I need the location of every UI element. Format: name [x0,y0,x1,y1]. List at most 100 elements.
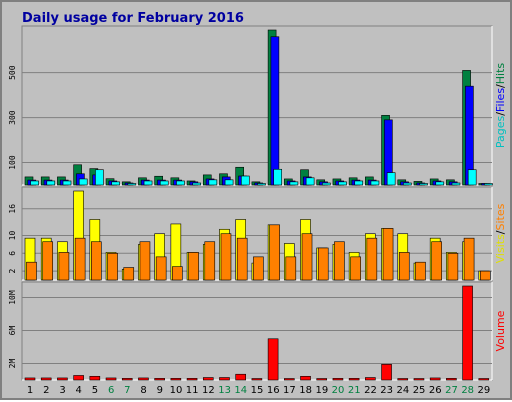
side-label-bottom: Volume [494,310,507,351]
day-label-4: 4 [76,385,82,396]
bar-volume-day-4 [73,375,84,381]
bar-sites-day-16 [269,224,280,281]
y-tick-label: 10 [8,231,17,241]
bar-pages-day-27 [451,182,461,186]
bar-sites-day-28 [463,237,475,281]
bar-sites-day-21 [350,256,361,281]
bar-sites-day-12 [204,241,216,281]
bar-volume-day-2 [40,377,52,381]
bar-pages-day-24 [403,182,412,186]
day-label-29: 29 [478,385,491,396]
bar-volume-day-6 [105,377,117,381]
bar-volume-day-9 [154,378,165,381]
bar-pages-day-28 [467,169,477,186]
y-tick-label: 2 [8,269,17,274]
day-label-17: 17 [283,385,296,396]
bar-sites-day-23 [382,228,394,281]
bar-pages-day-22 [370,180,380,186]
panel-volume: 2M 6M 10M [8,281,493,381]
day-label-7: 7 [124,385,130,396]
day-label-21: 21 [348,385,361,396]
bar-sites-day-7 [123,267,135,281]
bar-pages-day-26 [435,181,445,186]
bar-sites-day-5 [91,241,102,281]
bar-pages-day-14 [240,175,250,186]
chart-panels: 100 300 500 2 6 10 16 2M 6M 10M [8,25,493,381]
y-tick-label: 6M [8,326,17,336]
day-label-20: 20 [332,385,345,396]
day-label-26: 26 [429,385,442,396]
bar-pages-day-9 [159,180,169,186]
side-label-part: / [494,84,507,88]
bar-pages-day-3 [62,180,72,186]
bar-volume-day-24 [397,378,409,381]
day-label-22: 22 [364,385,377,396]
bar-sites-day-17 [285,256,297,281]
side-label-part: / [494,112,507,116]
day-label-11: 11 [186,385,199,396]
side-label-part: Visits [494,234,507,263]
bar-volume-day-5 [89,375,101,381]
bar-volume-day-3 [57,377,68,381]
bar-volume-day-12 [202,377,214,381]
bar-sites-day-3 [58,252,70,281]
bar-volume-day-20 [332,378,344,381]
bar-pages-day-16 [273,168,283,186]
bar-volume-day-10 [170,378,182,381]
bar-sites-day-2 [42,241,54,281]
bar-sites-day-20 [334,241,345,281]
y-tick-label: 100 [8,155,17,170]
bar-volume-day-13 [219,377,230,381]
side-label-middle: Visits/Sites [494,203,507,263]
day-label-1: 1 [27,385,33,396]
bar-sites-day-8 [139,241,151,281]
day-label-25: 25 [413,385,426,396]
bar-sites-day-15 [253,256,264,281]
bar-volume-day-26 [429,377,441,381]
panel-border [21,25,493,186]
bar-sites-day-10 [172,266,183,281]
side-label-part: Files [494,88,507,112]
y-tick-label: 16 [8,204,17,214]
bar-volume-day-25 [413,378,425,381]
bar-volume-day-27 [446,378,457,381]
bar-pages-day-12 [208,179,218,186]
bar-volume-day-7 [121,378,133,381]
side-labels: Pages/Files/Hits Visits/Sites Volume [494,63,507,352]
day-label-24: 24 [396,385,409,396]
y-tick-label: 500 [8,65,17,80]
bar-sites-day-25 [415,261,426,281]
bar-volume-day-11 [186,378,198,381]
bar-pages-day-21 [354,180,364,186]
bar-volume-day-1 [24,377,36,381]
bar-pages-day-5 [95,169,104,186]
y-tick-label: 2M [8,359,17,369]
bar-sites-day-11 [188,252,199,281]
day-label-5: 5 [92,385,98,396]
bar-pages-day-19 [322,182,331,186]
bar-volume-day-19 [316,378,328,381]
bar-volume-day-8 [138,377,149,381]
bar-sites-day-26 [431,241,442,281]
bar-volume-day-21 [348,378,360,381]
day-label-27: 27 [445,385,458,396]
bar-sites-day-22 [366,237,378,281]
side-label-top: Pages/Files/Hits [494,63,507,149]
chart-title: Daily usage for February 2016 [22,11,244,26]
day-label-8: 8 [140,385,146,396]
bar-sites-day-27 [447,253,459,281]
bar-files-day-16 [270,36,280,186]
y-tick-label: 300 [8,110,17,125]
day-label-10: 10 [170,385,183,396]
bar-sites-day-4 [74,237,86,281]
bar-pages-day-15 [257,183,266,186]
y-tick-label: 6 [8,251,17,256]
day-label-9: 9 [157,385,163,396]
bar-pages-day-25 [419,183,428,186]
day-label-3: 3 [59,385,65,396]
bar-sites-day-29 [479,270,491,281]
side-label-part: Volume [494,310,507,351]
bar-sites-day-1 [26,261,37,281]
